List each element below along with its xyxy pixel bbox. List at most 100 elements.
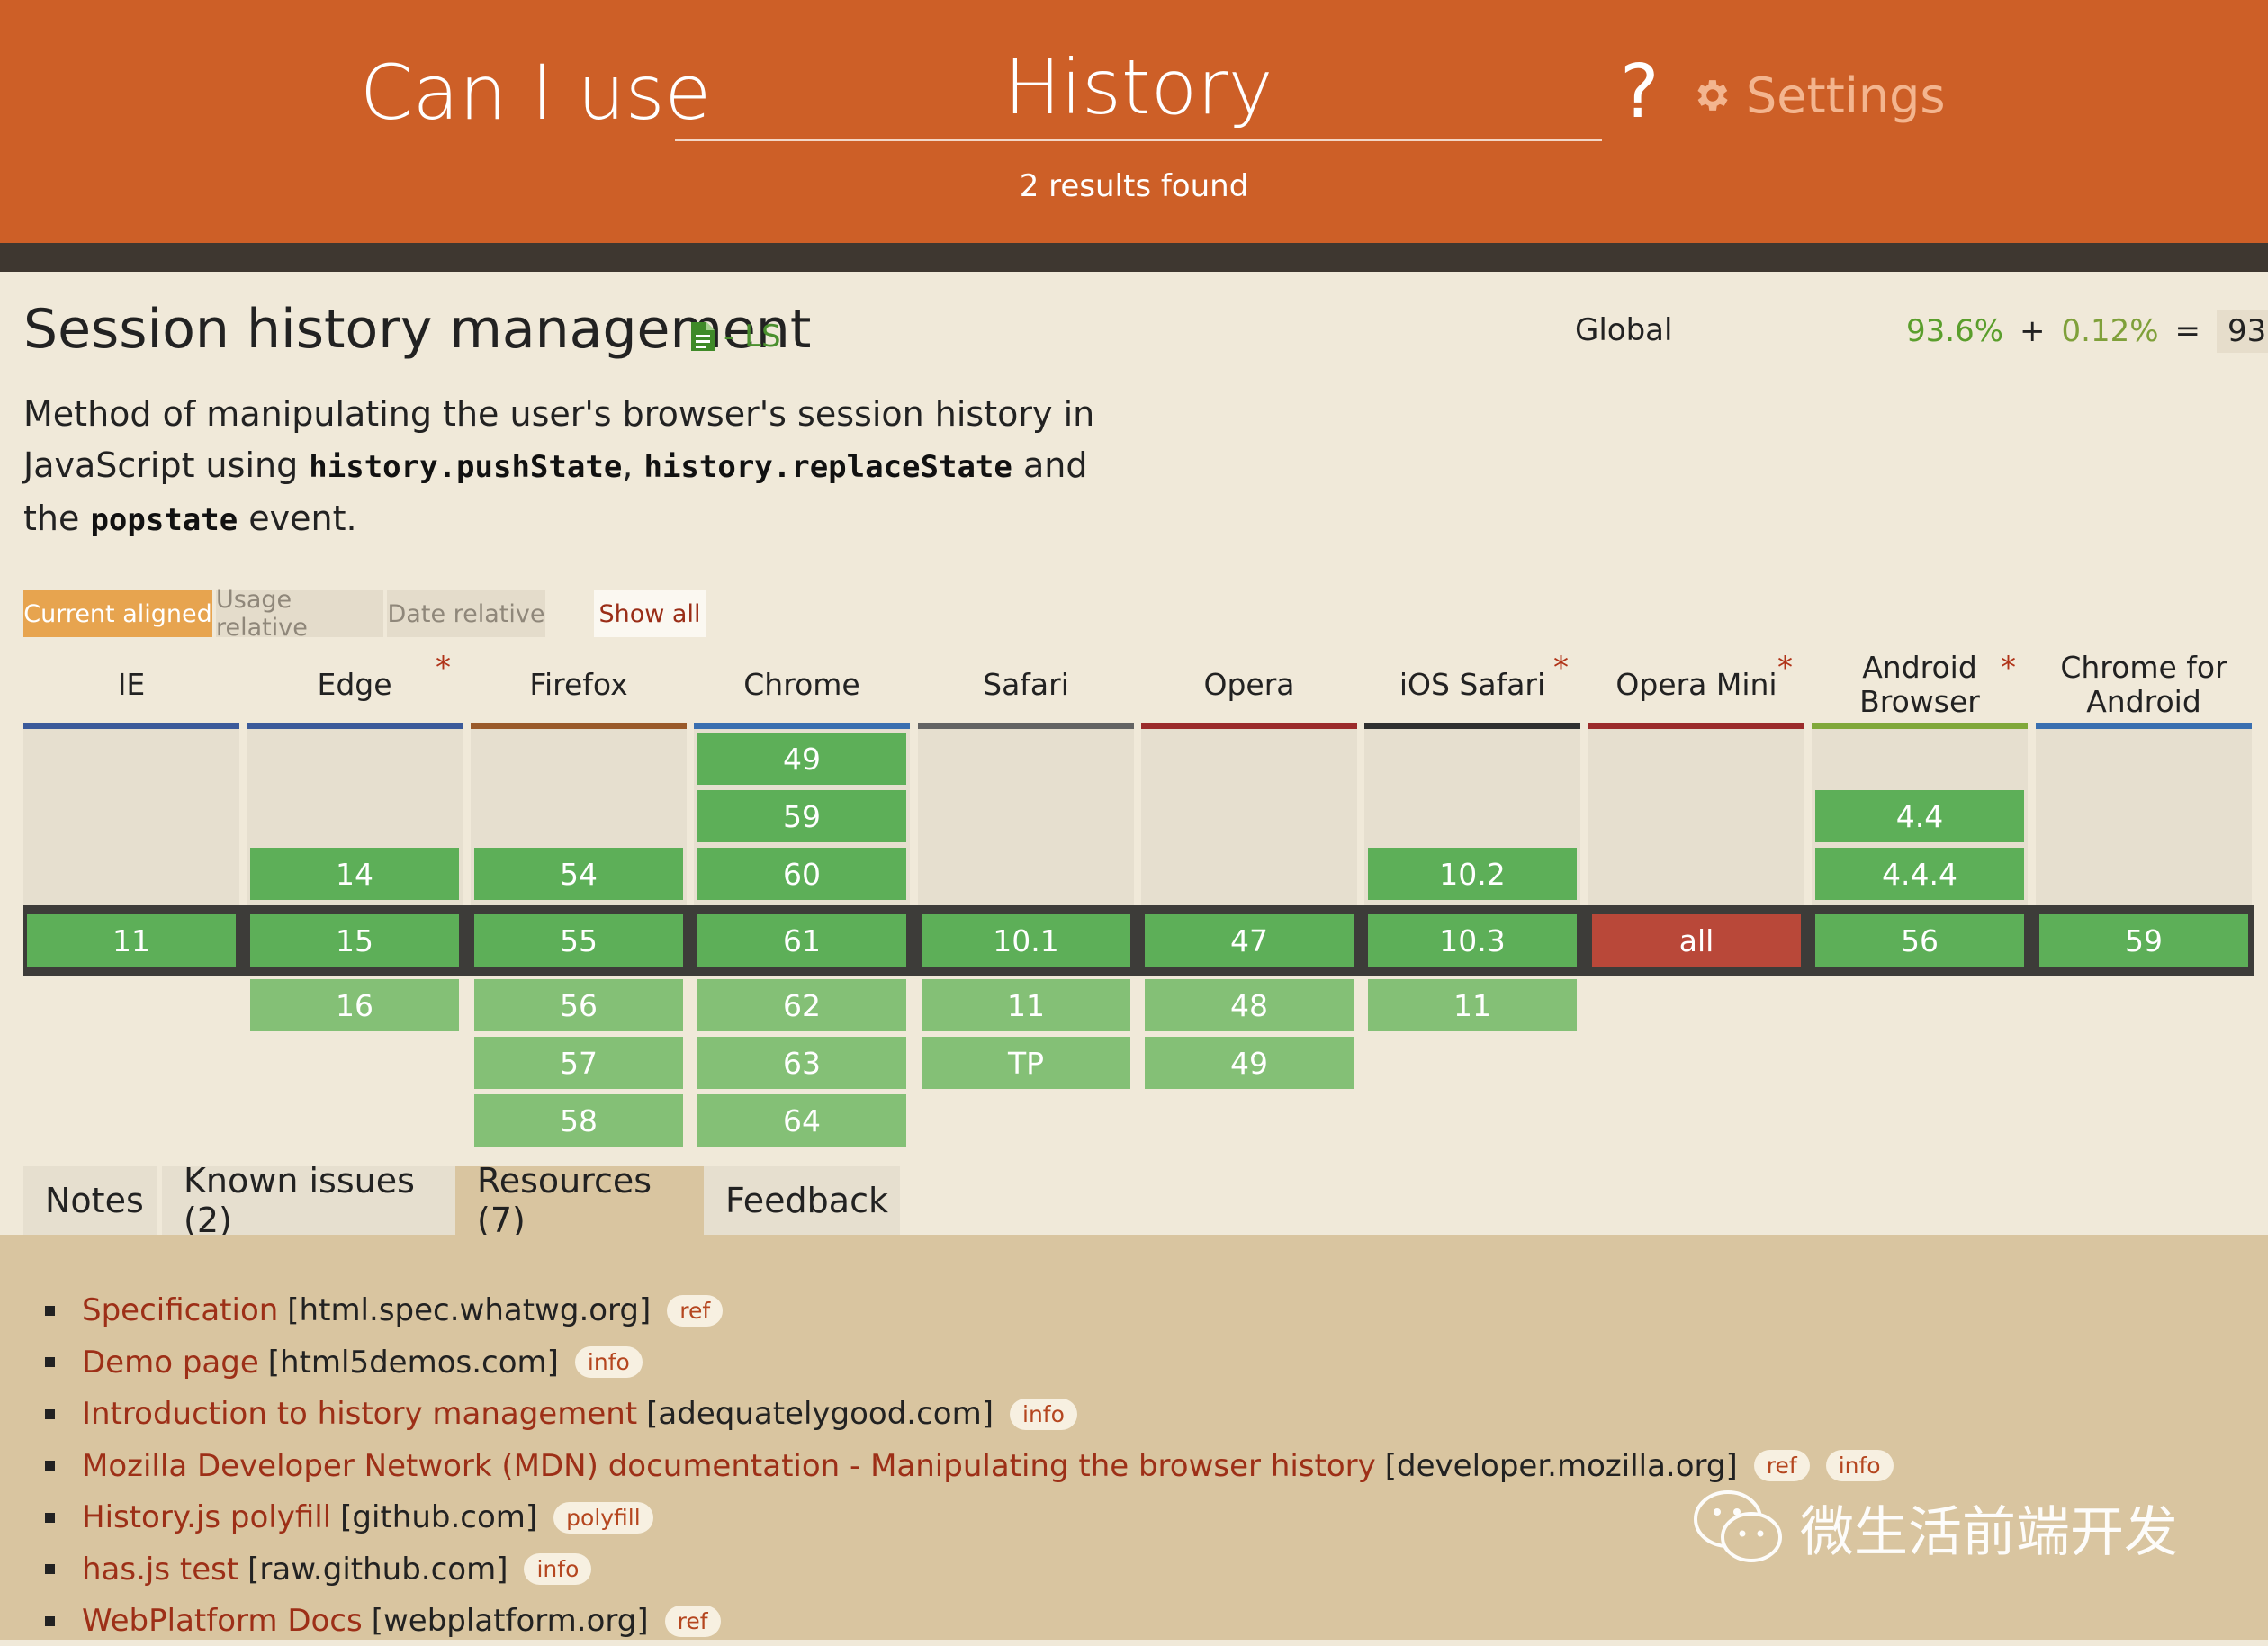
resource-domain: [webplatform.org] <box>371 1603 649 1639</box>
browser-column-bg <box>918 729 1134 905</box>
future-version-cell[interactable]: TP <box>922 1037 1130 1089</box>
current-version-cell[interactable]: 61 <box>698 914 906 967</box>
asterisk-ios-safari: * <box>1553 650 1569 686</box>
list-item: Specification [html.spec.whatwg.org] ref <box>45 1285 724 1336</box>
date-relative-button[interactable]: Date relative <box>387 590 545 637</box>
current-version-cell[interactable]: 10.1 <box>922 914 1130 967</box>
future-version-cell[interactable]: 57 <box>474 1037 683 1089</box>
resource-link[interactable]: Specification <box>82 1292 279 1328</box>
global-usage-label: Global <box>1575 312 1673 348</box>
resource-badge[interactable]: ref <box>1753 1450 1810 1481</box>
search-input[interactable] <box>675 36 1602 139</box>
version-cell[interactable]: 59 <box>698 790 906 842</box>
version-cell[interactable]: 10.2 <box>1368 848 1577 900</box>
header-strip <box>0 243 2268 272</box>
tab-resources[interactable]: Resources (7) <box>455 1161 707 1240</box>
current-aligned-button[interactable]: Current aligned <box>23 590 212 637</box>
future-version-cell[interactable]: 58 <box>474 1094 683 1147</box>
resource-domain: [html.spec.whatwg.org] <box>287 1292 652 1328</box>
future-version-cell[interactable]: 11 <box>922 979 1130 1031</box>
resource-link[interactable]: Mozilla Developer Network (MDN) document… <box>82 1447 1376 1484</box>
current-version-cell[interactable]: all <box>1592 914 1801 967</box>
tab-notes[interactable]: Notes <box>23 1166 157 1235</box>
version-cell[interactable]: 4.4 <box>1815 790 2024 842</box>
bullet-icon <box>45 1357 55 1367</box>
current-version-cell[interactable]: 15 <box>250 914 459 967</box>
watermark: 微生活前端开发 <box>1692 1487 2178 1568</box>
current-version-cell[interactable]: 47 <box>1145 914 1354 967</box>
resource-badge[interactable]: info <box>1825 1450 1894 1481</box>
resource-badge[interactable]: ref <box>664 1605 721 1637</box>
list-item: has.js test [raw.github.com] info <box>45 1544 592 1595</box>
watermark-text: 微生活前端开发 <box>1800 1500 2178 1564</box>
browser-bar-safari <box>918 723 1134 729</box>
resource-link[interactable]: History.js polyfill <box>82 1499 332 1535</box>
browser-header-safari: Safari <box>983 667 1069 702</box>
usage-equals: = <box>2174 313 2201 349</box>
document-icon <box>691 322 715 351</box>
current-version-cell[interactable]: 59 <box>2039 914 2248 967</box>
wechat-icon <box>1694 1490 1782 1562</box>
browser-bar-edge <box>247 723 463 729</box>
list-item: Mozilla Developer Network (MDN) document… <box>45 1441 1894 1491</box>
resource-link[interactable]: Introduction to history management <box>82 1396 638 1432</box>
resource-badge[interactable]: info <box>1010 1398 1077 1430</box>
future-version-cell[interactable]: 16 <box>250 979 459 1031</box>
browser-header-ie: IE <box>117 667 146 702</box>
future-version-cell[interactable]: 64 <box>698 1094 906 1147</box>
show-all-button[interactable]: Show all <box>594 590 706 637</box>
browser-column-bg <box>2036 729 2252 905</box>
list-item: WebPlatform Docs [webplatform.org] ref <box>45 1596 721 1646</box>
feature-title[interactable]: Session history management <box>23 298 812 361</box>
list-item: Introduction to history management [adequ… <box>45 1389 1077 1439</box>
search-field-wrap <box>675 36 1602 141</box>
current-version-cell[interactable]: 11 <box>27 914 236 967</box>
current-version-cell[interactable]: 55 <box>474 914 683 967</box>
browser-bar-opera <box>1141 723 1357 729</box>
list-item: Demo page [html5demos.com] info <box>45 1337 643 1388</box>
bullet-icon <box>45 1305 55 1316</box>
help-link[interactable]: ? <box>1620 49 1660 135</box>
bullet-icon <box>45 1408 55 1419</box>
browser-header-android-browser: Android Browser <box>1859 650 1980 719</box>
resource-badge[interactable]: info <box>524 1553 592 1585</box>
tab-known-issues[interactable]: Known issues (2) <box>162 1161 475 1240</box>
future-version-cell[interactable]: 62 <box>698 979 906 1031</box>
browser-header-ios-safari: iOS Safari <box>1399 667 1546 702</box>
future-version-cell[interactable]: 56 <box>474 979 683 1031</box>
resource-link[interactable]: WebPlatform Docs <box>82 1603 363 1639</box>
future-version-cell[interactable]: 11 <box>1368 979 1577 1031</box>
version-cell[interactable]: 54 <box>474 848 683 900</box>
version-cell[interactable]: 60 <box>698 848 906 900</box>
future-version-cell[interactable]: 48 <box>1145 979 1354 1031</box>
browser-bar-chrome-for-android <box>2036 723 2252 729</box>
usage-relative-button[interactable]: Usage relative <box>216 586 383 642</box>
code-replacestate: history.replaceState <box>644 449 1012 485</box>
asterisk-android-browser: * <box>2001 650 2016 686</box>
version-cell[interactable]: 14 <box>250 848 459 900</box>
gear-icon <box>1697 80 1728 111</box>
tab-feedback[interactable]: Feedback <box>704 1166 900 1235</box>
resource-badge[interactable]: ref <box>667 1294 724 1327</box>
current-version-cell[interactable]: 56 <box>1815 914 2024 967</box>
resource-domain: [adequatelygood.com] <box>646 1396 994 1432</box>
bullet-icon <box>45 1564 55 1574</box>
usage-plus: + <box>2020 313 2046 349</box>
browser-column-bg <box>23 729 239 905</box>
future-version-cell[interactable]: 63 <box>698 1037 906 1089</box>
bullet-icon <box>45 1512 55 1523</box>
settings-button[interactable]: Settings <box>1690 59 1945 131</box>
results-count: 2 results found <box>1019 168 1249 204</box>
resource-domain: [raw.github.com] <box>248 1551 508 1588</box>
future-version-cell[interactable]: 49 <box>1145 1037 1354 1089</box>
browser-column-bg <box>1141 729 1357 905</box>
resource-link[interactable]: Demo page <box>82 1344 259 1381</box>
usage-supported: 93.6% <box>1906 313 2004 349</box>
current-version-cell[interactable]: 10.3 <box>1368 914 1577 967</box>
resource-badge[interactable]: polyfill <box>554 1501 653 1534</box>
version-cell[interactable]: 4.4.4 <box>1815 848 2024 900</box>
spec-status-link[interactable]: - LS <box>691 315 781 358</box>
resource-badge[interactable]: info <box>574 1346 643 1378</box>
version-cell[interactable]: 49 <box>698 733 906 785</box>
resource-link[interactable]: has.js test <box>82 1551 239 1588</box>
